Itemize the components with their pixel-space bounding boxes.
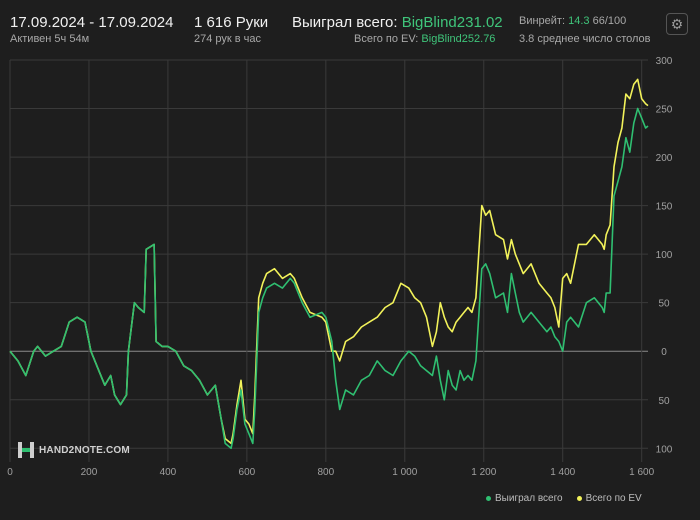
series-line-won [9, 107, 649, 450]
ev-total: Всего по EV: BigBlind252.76 [354, 33, 495, 45]
won-value: BigBlind231.02 [401, 14, 503, 31]
hands-per-hour: 274 рук в час [194, 33, 262, 45]
series-line-ev [9, 78, 649, 445]
legend-dot-ev [576, 495, 582, 501]
won-label: Выиграл всего: [292, 14, 398, 31]
settings-button[interactable]: ⚙ [666, 13, 688, 35]
y-tick-label: 100 [656, 250, 673, 261]
legend-item-won[interactable]: Выиграл всего [486, 493, 563, 504]
gear-icon: ⚙ [670, 15, 684, 32]
x-tick-label: 0 [7, 467, 13, 478]
chart-legend: Выиграл всего Всего по EV [486, 493, 642, 504]
ev-label: Всего по EV: [354, 33, 419, 45]
winrate: Винрейт: 14.3 66/100 [519, 15, 626, 27]
x-axis-labels: 0 200 400 600 800 1 000 1 200 1 400 1 600 [7, 467, 654, 478]
active-time: Активен 5ч 54м [10, 33, 90, 45]
y-axis-labels: 300 250 200 150 100 50 0 50 100 [656, 56, 673, 455]
x-tick-label: 600 [239, 467, 256, 478]
legend-item-ev[interactable]: Всего по EV [576, 493, 642, 504]
x-tick-label: 800 [317, 467, 334, 478]
hands-count: 1 616 Руки [194, 14, 269, 31]
logo-text: HAND2NOTE.COM [39, 444, 130, 456]
winrate-rest: 66/100 [592, 15, 627, 27]
y-tick-label: 50 [658, 396, 670, 407]
x-tick-label: 200 [81, 467, 98, 478]
won-total: Выиграл всего: BigBlind231.02 [292, 14, 503, 31]
legend-dot-won [486, 495, 491, 501]
legend-label-ev: Всего по EV [585, 493, 642, 504]
header-bar: 17.09.2024 - 17.09.2024 Активен 5ч 54м 1… [0, 0, 700, 50]
winrate-label: Винрейт: [519, 15, 566, 27]
ev-value: BigBlind252.76 [421, 33, 496, 45]
winrate-value: 14.3 [568, 15, 590, 27]
chart-series [9, 78, 649, 450]
x-tick-label: 1 600 [629, 467, 654, 478]
y-tick-label: 300 [656, 56, 673, 67]
y-tick-label: 100 [656, 444, 673, 455]
legend-label-won: Выиграл всего [495, 493, 563, 504]
hand2note-logo: HAND2NOTE.COM [17, 441, 130, 459]
y-tick-label: 150 [656, 202, 673, 213]
y-tick-label: 200 [656, 153, 673, 164]
y-tick-label: 50 [658, 299, 670, 310]
date-range[interactable]: 17.09.2024 - 17.09.2024 [10, 14, 174, 31]
x-tick-label: 1 400 [550, 467, 575, 478]
chart-grid [9, 59, 648, 462]
y-tick-label: 0 [661, 347, 667, 358]
x-tick-label: 400 [160, 467, 177, 478]
avg-tables: 3.8 среднее число столов [519, 33, 651, 45]
x-tick-label: 1 000 [392, 467, 417, 478]
y-tick-label: 250 [656, 105, 673, 116]
x-tick-label: 1 200 [471, 467, 496, 478]
hand2note-logo-icon [18, 442, 34, 458]
